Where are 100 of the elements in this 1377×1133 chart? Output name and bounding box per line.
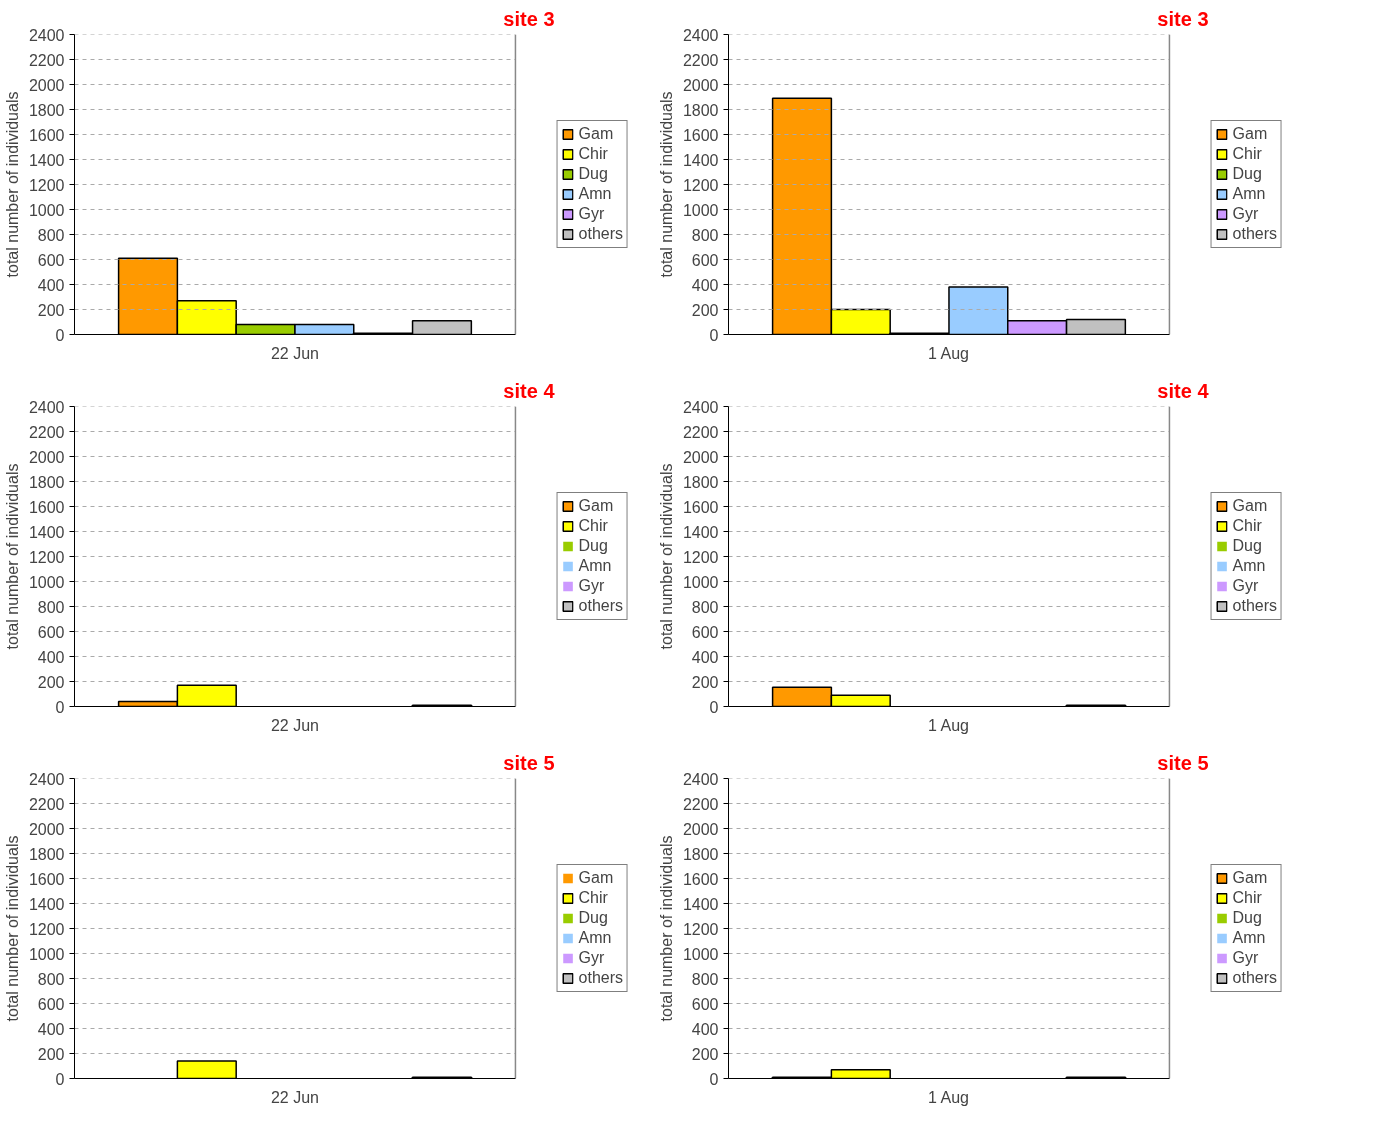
y-tick-label: 1200: [682, 548, 719, 566]
y-tick-label: 1800: [682, 101, 719, 119]
legend-label: Dug: [578, 537, 608, 555]
y-tick-label: 600: [691, 251, 719, 269]
y-axis-title: total number of individuals: [3, 835, 21, 1022]
legend-label: Gyr: [578, 577, 605, 595]
y-tick-label: 2200: [28, 795, 65, 813]
y-tick-label: 2400: [28, 26, 65, 44]
legend-label: Gyr: [1232, 205, 1259, 223]
y-tick-label: 400: [691, 648, 719, 666]
y-tick-label: 1400: [28, 151, 65, 169]
chart-title: site 4: [503, 379, 556, 402]
y-tick-label: 600: [691, 995, 719, 1013]
y-tick-label: 1000: [682, 945, 719, 963]
y-tick-label: 1000: [28, 201, 65, 219]
legend-label: Gam: [1232, 869, 1268, 887]
y-tick-label: 800: [691, 970, 719, 988]
y-tick-label: 800: [37, 970, 65, 988]
legend-label: others: [578, 597, 623, 615]
y-tick-label: 1600: [682, 498, 719, 516]
y-tick-label: 200: [691, 673, 719, 691]
chart-title: site 3: [503, 7, 555, 30]
y-axis-title: total number of individuals: [657, 463, 675, 650]
y-tick-label: 1600: [28, 498, 65, 516]
x-tick-label: 22 Jun: [270, 1088, 319, 1106]
y-tick-label: 1800: [28, 101, 65, 119]
legend-label: Gam: [1232, 497, 1268, 515]
y-tick-label: 600: [37, 995, 65, 1013]
y-axis-title: total number of individuals: [3, 463, 21, 650]
legend-label: Chir: [1232, 517, 1262, 535]
y-tick-label: 2000: [682, 448, 719, 466]
y-tick-label: 1000: [682, 573, 719, 591]
y-axis-title: total number of individuals: [657, 835, 675, 1022]
y-tick-label: 1000: [28, 573, 65, 591]
y-tick-label: 2200: [28, 51, 65, 69]
legend-label: Dug: [1232, 909, 1262, 927]
y-tick-label: 800: [37, 226, 65, 244]
y-tick-label: 1000: [28, 945, 65, 963]
y-tick-label: 400: [37, 648, 65, 666]
legend-label: Dug: [1232, 537, 1262, 555]
legend-label: others: [578, 969, 623, 987]
y-tick-label: 200: [691, 1045, 719, 1063]
y-tick-label: 1800: [682, 845, 719, 863]
legend-label: Gyr: [1232, 949, 1259, 967]
y-tick-label: 0: [55, 698, 65, 716]
legend-label: Amn: [1232, 185, 1266, 203]
y-tick-label: 1800: [28, 845, 65, 863]
legend-label: Gam: [578, 497, 614, 515]
chart-title: site 5: [503, 751, 555, 774]
legend-label: Amn: [1232, 557, 1266, 575]
y-tick-label: 2200: [682, 51, 719, 69]
legend-label: Chir: [578, 145, 608, 163]
legend-label: Chir: [578, 889, 608, 907]
y-tick-label: 2400: [682, 26, 719, 44]
y-tick-label: 0: [709, 698, 719, 716]
y-tick-label: 1600: [682, 870, 719, 888]
y-tick-label: 2400: [682, 398, 719, 416]
y-tick-label: 2200: [682, 795, 719, 813]
chart-title: site 5: [1157, 751, 1209, 774]
x-tick-label: 22 Jun: [270, 344, 319, 362]
y-tick-label: 400: [691, 1020, 719, 1038]
y-tick-label: 1200: [28, 920, 65, 938]
legend-label: Dug: [578, 165, 608, 183]
y-tick-label: 2000: [28, 76, 65, 94]
legend-label: Amn: [578, 557, 612, 575]
y-tick-label: 200: [37, 1045, 65, 1063]
y-tick-label: 0: [55, 326, 65, 344]
y-tick-label: 1400: [28, 523, 65, 541]
y-axis-title: total number of individuals: [657, 91, 675, 278]
y-tick-label: 200: [37, 673, 65, 691]
legend-label: Amn: [578, 185, 612, 203]
legend-label: others: [578, 225, 623, 243]
y-tick-label: 1400: [682, 895, 719, 913]
y-axis-title: total number of individuals: [3, 91, 21, 278]
y-tick-label: 0: [709, 326, 719, 344]
legend-label: Amn: [578, 929, 612, 947]
y-tick-label: 1600: [682, 126, 719, 144]
y-tick-label: 600: [37, 251, 65, 269]
legend-label: Gam: [578, 125, 614, 143]
y-tick-label: 1800: [28, 473, 65, 491]
y-tick-label: 1600: [28, 126, 65, 144]
y-tick-label: 2000: [28, 448, 65, 466]
legend-label: Amn: [1232, 929, 1266, 947]
y-tick-label: 2000: [28, 820, 65, 838]
y-tick-label: 200: [37, 301, 65, 319]
y-tick-label: 2400: [682, 770, 719, 788]
y-tick-label: 400: [37, 276, 65, 294]
legend-label: Chir: [1232, 889, 1262, 907]
y-tick-label: 1400: [682, 151, 719, 169]
y-tick-label: 600: [37, 623, 65, 641]
legend-label: others: [1232, 225, 1277, 243]
y-tick-label: 1400: [28, 895, 65, 913]
y-tick-label: 1600: [28, 870, 65, 888]
y-tick-label: 2200: [682, 423, 719, 441]
y-tick-label: 600: [691, 623, 719, 641]
y-tick-label: 1800: [682, 473, 719, 491]
legend-label: Gyr: [578, 205, 605, 223]
x-tick-label: 1 Aug: [928, 1088, 969, 1106]
legend-label: Gyr: [578, 949, 605, 967]
y-tick-label: 800: [691, 598, 719, 616]
